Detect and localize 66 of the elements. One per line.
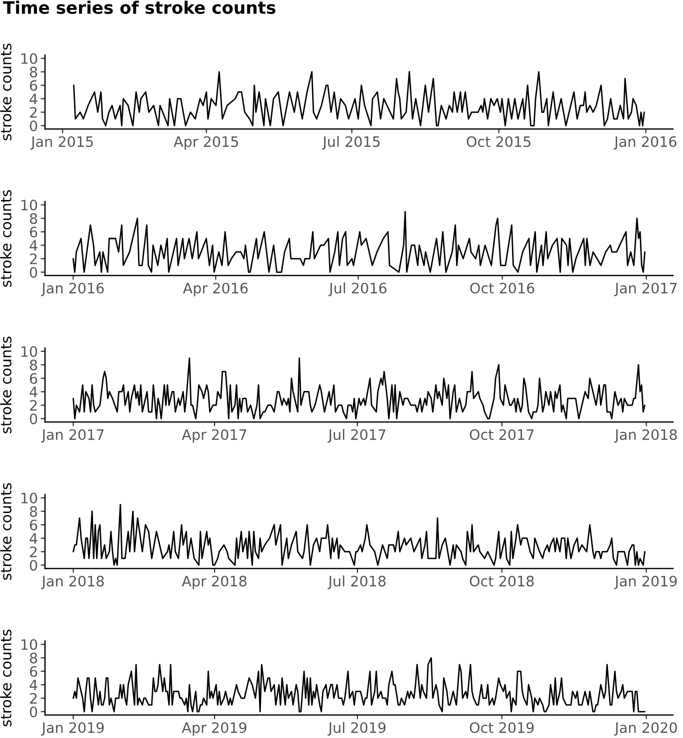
y-tick-label: 8 [30,66,38,78]
line-series [72,357,646,420]
line-series [72,504,646,566]
y-tick-label: 8 [30,652,38,664]
y-tick-label: 6 [30,226,38,238]
y-tick-label: 6 [30,520,38,530]
x-tick-label: Oct 2016 [470,282,534,294]
x-tick-label: Apr 2018 [182,576,246,590]
y-tick-label: 4 [30,680,38,690]
y-tick-label: 10 [21,346,38,357]
x-tick-label: Oct 2017 [470,429,534,440]
x-tick-label: Jan 2017 [614,282,677,296]
y-axis-title: stroke counts [0,336,12,434]
x-tick-label: Jul 2015 [322,136,380,150]
x-tick-label: Jan 2019 [614,576,677,590]
x-tick-label: Jan 2018 [41,576,104,590]
y-tick-label: 2 [30,400,37,411]
x-tick-label: Jan 2017 [41,429,104,443]
y-tick-label: 4 [30,240,38,251]
x-tick-label: Oct 2019 [470,722,534,734]
y-tick-label: 0 [30,706,38,718]
y-tick-label: 10 [21,492,38,504]
y-axis-title: stroke counts [0,630,12,726]
y-tick-label: 2 [30,107,37,118]
x-tick-label: Jan 2019 [41,722,104,736]
x-tick-label: Jan 2015 [30,136,93,150]
y-tick-label: 10 [21,53,38,64]
y-tick-label: 0 [30,413,38,424]
line-series [73,71,645,126]
y-tick-label: 6 [30,666,38,677]
x-tick-label: Jan 2016 [40,282,104,296]
x-tick-label: Jan 2020 [614,722,677,736]
y-tick-label: 10 [21,639,38,650]
line-series [72,657,646,712]
y-tick-label: 2 [30,546,37,558]
x-tick-label: Apr 2015 [174,136,238,150]
y-tick-label: 2 [30,693,37,704]
x-tick-label: Jan 2016 [614,136,676,150]
x-tick-label: Apr 2016 [182,282,248,296]
x-tick-label: Apr 2019 [182,722,246,736]
y-tick-label: 2 [30,254,37,264]
x-tick-label: Jul 2018 [328,575,386,590]
x-tick-label: Apr 2017 [182,429,246,443]
y-axis-title: stroke counts [0,44,12,140]
line-series [72,210,646,273]
y-tick-label: 0 [30,266,38,278]
x-tick-label: Jul 2016 [328,282,386,296]
y-tick-label: 6 [30,80,38,91]
x-tick-label: Oct 2018 [470,576,534,587]
x-tick-label: Oct 2015 [466,136,530,148]
y-tick-label: 4 [30,94,38,104]
y-tick-label: 8 [30,360,38,370]
y-axis-title: stroke counts [0,190,12,287]
y-tick-label: 6 [30,373,38,384]
y-tick-label: 0 [30,560,38,571]
y-tick-label: 4 [30,386,38,398]
x-tick-label: Jul 2017 [328,428,386,443]
y-tick-label: 4 [30,533,38,544]
y-tick-label: 8 [30,213,38,224]
x-tick-label: Jul 2019 [328,722,386,736]
y-tick-label: 8 [30,506,38,517]
y-tick-label: 10 [21,200,38,210]
y-axis-title: stroke counts [0,483,12,580]
chart-title: Time series of stroke counts [3,0,276,14]
x-tick-label: Jan 2018 [614,429,677,443]
y-tick-label: 0 [30,120,38,132]
